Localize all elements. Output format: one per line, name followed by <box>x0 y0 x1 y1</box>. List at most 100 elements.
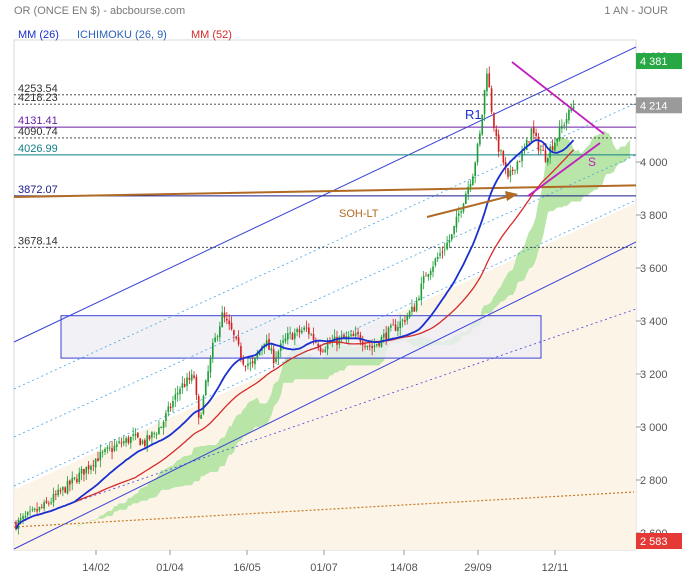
ma26-line <box>15 139 575 530</box>
ichimoku-cloud-segment <box>217 439 221 472</box>
candle-body <box>460 211 462 213</box>
candle-body <box>216 336 219 338</box>
candle-body <box>556 138 559 142</box>
candle-body <box>207 371 209 383</box>
candle-body <box>568 109 570 121</box>
candle-body <box>57 489 59 496</box>
candle-body <box>479 133 481 145</box>
ichimoku-cloud-segment <box>128 498 132 506</box>
candle-body <box>24 515 27 518</box>
ichimoku-cloud-segment <box>151 479 155 499</box>
ichimoku-cloud-segment <box>100 515 103 519</box>
candle-body <box>172 400 174 408</box>
candle-body <box>211 342 214 358</box>
level-label-3678.14: 3678.14 <box>18 235 58 247</box>
ichimoku-cloud-segment <box>221 437 225 467</box>
ichimoku-cloud-segment <box>163 468 167 490</box>
candle-body <box>151 432 153 438</box>
ichimoku-cloud-segment <box>184 455 188 486</box>
ichimoku-cloud-segment <box>259 403 263 428</box>
ichimoku-cloud-segment <box>486 303 490 314</box>
ichimoku-cloud-segment <box>193 447 197 482</box>
ichimoku-cloud-segment <box>528 228 532 269</box>
ichimoku-cloud-segment <box>144 486 148 501</box>
candle-body <box>64 487 67 493</box>
price-badge-0 <box>636 53 682 70</box>
annotation-r1: R1 <box>465 107 482 122</box>
candle-body <box>343 334 345 339</box>
candle-body <box>493 113 495 129</box>
ichimoku-cloud-segment <box>320 359 324 380</box>
candle-body <box>385 332 387 340</box>
ichimoku-cloud-segment <box>519 249 523 282</box>
candle-body <box>144 440 146 447</box>
ichimoku-cloud-segment <box>158 470 162 495</box>
ichimoku-cloud-segment <box>167 465 171 490</box>
candle-body <box>106 447 109 449</box>
candle-body <box>132 434 134 436</box>
candle-body <box>518 161 521 163</box>
candle-body <box>387 327 390 341</box>
candle-body <box>254 357 256 365</box>
candle-body <box>383 333 385 338</box>
ichimoku-cloud-segment <box>261 403 265 426</box>
candle-body <box>427 274 430 277</box>
candle-body <box>312 333 315 340</box>
candle-body <box>186 377 188 386</box>
level-label-3872.07: 3872.07 <box>18 184 58 196</box>
candle-body <box>340 336 343 339</box>
candle-body <box>373 345 376 348</box>
candle-body <box>378 343 380 346</box>
annotation-s: S <box>588 155 596 169</box>
ichimoku-cloud-segment <box>575 149 579 202</box>
candle-body <box>432 266 434 272</box>
candle-body <box>537 136 540 151</box>
candle-body <box>62 487 64 491</box>
candle-body <box>118 441 120 443</box>
channel-upper-line <box>13 46 637 343</box>
candle-body <box>490 88 493 112</box>
candle-body <box>233 330 235 336</box>
candle-body <box>38 506 41 511</box>
candle-body <box>230 322 233 330</box>
candle-body <box>235 336 238 339</box>
candle-body <box>31 509 34 511</box>
candle-body <box>514 169 516 171</box>
candle-body <box>368 345 371 347</box>
x-tick-label: 29/09 <box>464 562 492 574</box>
ichimoku-cloud-segment <box>317 357 321 380</box>
ichimoku-cloud-segment <box>205 444 209 475</box>
candle-body <box>467 186 469 195</box>
candle-body <box>539 149 542 151</box>
candle-body <box>277 351 280 358</box>
candle-body <box>394 324 397 331</box>
candle-body <box>413 306 416 312</box>
legend-mm52: MM (52) <box>191 29 232 41</box>
candle-body <box>193 375 195 378</box>
candle-body <box>293 333 296 339</box>
candle-body <box>301 330 303 333</box>
ichimoku-cloud-segment <box>264 403 267 426</box>
ichimoku-cloud-segment <box>503 276 506 302</box>
chart-title: OR (ONCE EN $) - abcbourse.com <box>14 5 185 17</box>
candle-body <box>256 353 259 358</box>
candle-body <box>284 338 287 342</box>
ichimoku-cloud-segment <box>107 510 111 517</box>
ichimoku-cloud-segment <box>561 136 565 208</box>
candle-body <box>97 458 99 462</box>
ichimoku-cloud-segment <box>484 305 488 314</box>
candle-body <box>247 363 249 366</box>
chart-period: 1 AN - JOUR <box>604 5 668 17</box>
y-tick-label: 2 800 <box>640 475 668 487</box>
candle-body <box>76 478 78 483</box>
candle-body <box>525 140 528 151</box>
candle-body <box>401 319 404 321</box>
ichimoku-cloud-segment <box>599 133 603 187</box>
candle-body <box>303 327 305 330</box>
channel-mid-line-1 <box>13 102 637 390</box>
candle-body <box>153 432 156 434</box>
candle-body <box>134 433 137 436</box>
ichimoku-cloud-segment <box>538 195 542 250</box>
candle-body <box>80 468 83 474</box>
